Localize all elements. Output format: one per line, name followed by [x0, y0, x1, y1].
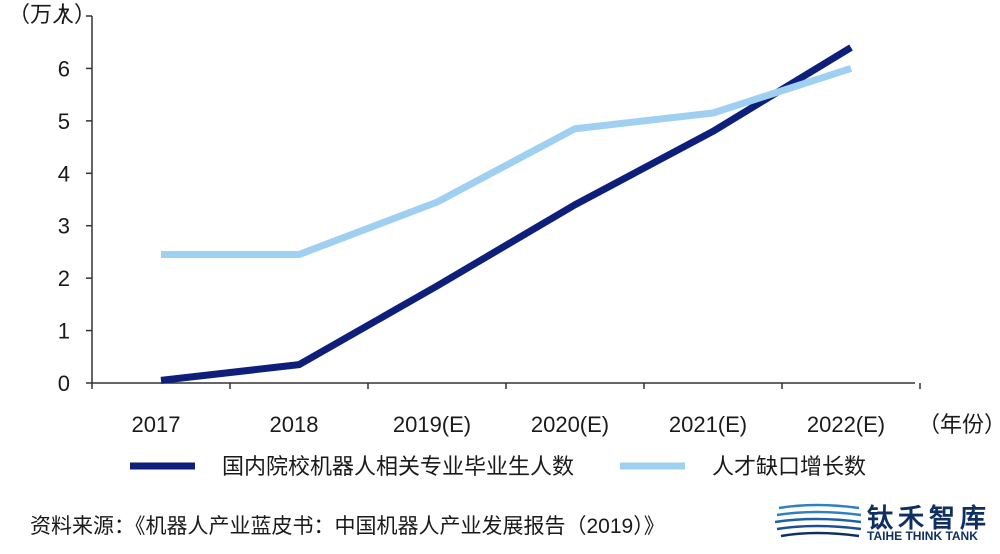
y-tick-label: 4 [58, 161, 70, 186]
y-tick-label: 5 [58, 109, 70, 134]
x-axis-ticks: 2017 2018 2019(E) 2020(E) 2021(E) 2022(E) [91, 383, 921, 437]
y-tick-label: 2 [58, 266, 70, 291]
y-tick-label: 1 [58, 319, 70, 344]
y-tick-label: 0 [58, 371, 70, 396]
x-tick-label: 2022(E) [807, 412, 885, 437]
logo-name-cn: 钛禾智库 [867, 504, 992, 534]
series-line-1 [161, 65, 853, 259]
x-tick-label: 2020(E) [531, 412, 609, 437]
x-tick-label: 2021(E) [669, 412, 747, 437]
y-tick-label: 6 [58, 56, 70, 81]
taihe-logo: 钛禾智库 TAIHE THINK TANK [775, 496, 990, 548]
x-tick-label: 2017 [132, 412, 181, 437]
y-axis-ticks: 0 1 2 3 4 5 6 7 [58, 4, 92, 396]
source-note: 资料来源：《机器人产业蓝皮书：中国机器人产业发展报告（2019）》 [30, 515, 665, 538]
legend-label-1: 人才缺口增长数 [712, 454, 866, 479]
x-tick-label: 2018 [270, 412, 319, 437]
line-chart: （万人） 0 1 2 3 4 5 6 7 2017 2018 2019(E) 2020(E) 2021… [8, 2, 1000, 479]
x-tick-label: 2019(E) [393, 412, 471, 437]
logo-wave-icon [775, 503, 862, 538]
y-tick-label: 7 [58, 4, 70, 29]
logo-name-en: TAIHE THINK TANK [867, 529, 978, 543]
series-lines [160, 44, 853, 384]
y-axis-unit-text: （万人） [8, 2, 96, 27]
legend-label-0: 国内院校机器人相关专业毕业生人数 [222, 454, 574, 479]
series-line-0 [160, 44, 853, 384]
y-tick-label: 3 [58, 214, 70, 239]
legend: 国内院校机器人相关专业毕业生人数 人才缺口增长数 [130, 454, 866, 479]
y-axis-unit-label: （万人） [8, 2, 96, 27]
x-axis-unit-label: （年份） [918, 412, 1000, 437]
